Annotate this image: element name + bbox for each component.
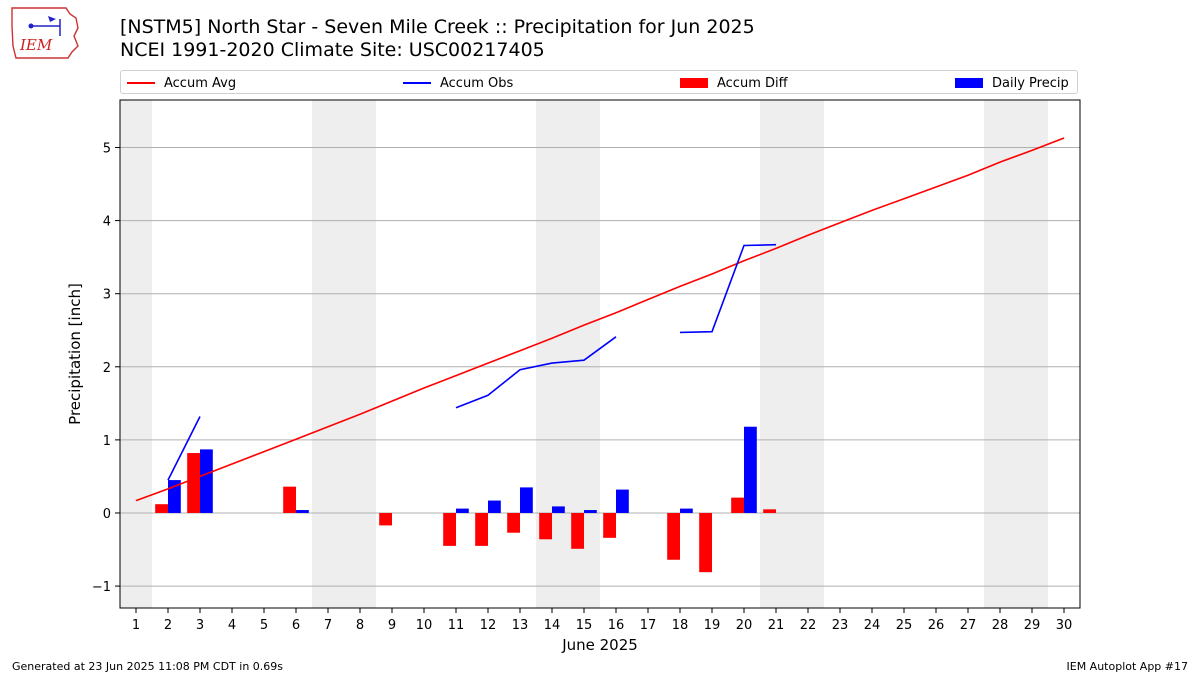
- x-tick-label: 12: [480, 618, 497, 633]
- legend-swatch-accum-avg: [127, 82, 155, 84]
- y-tick-label: 5: [103, 142, 111, 157]
- accum-obs-line: [455, 336, 617, 409]
- x-tick-label: 25: [896, 618, 913, 633]
- x-tick-label: 22: [800, 618, 817, 633]
- x-tick-label: 10: [416, 618, 433, 633]
- x-tick-label: 29: [1024, 618, 1041, 633]
- y-tick-label: 2: [103, 361, 111, 376]
- x-tick-label: 18: [672, 618, 689, 633]
- x-tick-label: 28: [992, 618, 1009, 633]
- legend-label-accum-avg: Accum Avg: [164, 75, 237, 91]
- accum-diff-bar: [379, 512, 392, 526]
- y-tick-label: 3: [103, 288, 111, 303]
- x-tick-label: 27: [960, 618, 977, 633]
- x-tick-label: 14: [544, 618, 561, 633]
- daily-precip-bar: [296, 510, 309, 513]
- x-tick-label: 5: [260, 618, 268, 633]
- daily-precip-bar: [200, 449, 213, 513]
- daily-precip-bar: [552, 506, 565, 513]
- legend: Accum Avg Accum Obs Accum Diff Daily Pre…: [120, 70, 1078, 94]
- x-tick-label: 2: [164, 618, 172, 633]
- x-tick-label: 3: [196, 618, 204, 633]
- weekend-shade: [984, 100, 1016, 608]
- iem-logo: IEM: [11, 7, 79, 59]
- y-tick-label: 4: [103, 215, 111, 230]
- y-tick-label: 0: [103, 507, 111, 522]
- accum-diff-bar: [187, 453, 200, 513]
- accum-diff-bar: [571, 512, 584, 549]
- svg-text:IEM: IEM: [19, 36, 53, 54]
- x-tick-label: 26: [928, 618, 945, 633]
- weekend-shade: [344, 100, 376, 608]
- x-tick-label: 23: [832, 618, 849, 633]
- x-tick-label: 20: [736, 618, 753, 633]
- y-axis-label: Precipitation [inch]: [66, 283, 84, 425]
- x-axis-label: June 2025: [561, 636, 638, 654]
- x-tick-label: 17: [640, 618, 657, 633]
- plot-frame: [119, 99, 1081, 609]
- accum-diff-bar: [603, 512, 616, 538]
- x-tick-label: 24: [864, 618, 881, 633]
- legend-item-accum-avg: Accum Avg: [127, 74, 236, 92]
- legend-swatch-daily-precip: [955, 78, 983, 88]
- accum-diff-bar: [667, 512, 680, 560]
- daily-precip-bar: [456, 508, 469, 513]
- chart-title-line1: [NSTM5] North Star - Seven Mile Creek ::…: [120, 16, 755, 38]
- x-tick-label: 1: [132, 618, 140, 633]
- chart-subtitle: NCEI 1991-2020 Climate Site: USC00217405: [120, 39, 545, 61]
- x-tick-label: 16: [608, 618, 625, 633]
- weekend-shade: [760, 100, 792, 608]
- x-tick-label: 6: [292, 618, 300, 633]
- x-tick-label: 13: [512, 618, 529, 633]
- legend-item-accum-obs: Accum Obs: [403, 74, 513, 92]
- x-tick-label: 9: [388, 618, 396, 633]
- x-tick-label: 4: [228, 618, 236, 633]
- accum-diff-bar: [443, 512, 456, 546]
- footer-app-label: IEM Autoplot App #17: [1066, 660, 1189, 673]
- x-tick-label: 11: [448, 618, 465, 633]
- daily-precip-bar: [584, 510, 597, 513]
- accum-obs-line: [679, 243, 777, 334]
- legend-swatch-accum-diff: [680, 78, 708, 88]
- legend-item-daily-precip: Daily Precip: [955, 74, 1069, 92]
- weekend-shade: [1016, 100, 1048, 608]
- daily-precip-bar: [520, 487, 533, 513]
- x-tick-label: 21: [768, 618, 785, 633]
- chart-title: [NSTM5] North Star - Seven Mile Creek ::…: [120, 16, 755, 62]
- x-tick-label: 15: [576, 618, 593, 633]
- weekend-shade: [312, 100, 344, 608]
- accum-diff-bar: [731, 497, 744, 513]
- daily-precip-bar: [488, 500, 501, 513]
- accum-diff-bar: [155, 504, 168, 513]
- accum-diff-bar: [507, 512, 520, 533]
- daily-precip-bar: [744, 426, 757, 513]
- accum-diff-bar: [699, 512, 712, 573]
- accum-diff-bar: [539, 512, 552, 540]
- accum-obs-line: [167, 416, 201, 481]
- y-tick-label: 1: [103, 434, 111, 449]
- weekend-shade: [792, 100, 824, 608]
- accum-diff-bar: [475, 512, 488, 546]
- x-tick-label: 30: [1056, 618, 1073, 633]
- footer-generated-text: Generated at 23 Jun 2025 11:08 PM CDT in…: [12, 660, 284, 673]
- legend-label-accum-diff: Accum Diff: [717, 75, 788, 91]
- legend-swatch-accum-obs: [403, 82, 431, 84]
- y-tick-label: −1: [92, 580, 111, 595]
- daily-precip-bar: [680, 508, 693, 513]
- weekend-shade: [120, 100, 152, 608]
- legend-label-accum-obs: Accum Obs: [440, 75, 514, 91]
- x-tick-label: 7: [324, 618, 332, 633]
- accum-avg-line: [135, 137, 1065, 502]
- x-tick-label: 8: [356, 618, 364, 633]
- daily-precip-bar: [616, 489, 629, 513]
- accum-diff-bar: [283, 486, 296, 513]
- accum-diff-bar: [763, 509, 776, 513]
- legend-label-daily-precip: Daily Precip: [992, 75, 1069, 91]
- legend-item-accum-diff: Accum Diff: [680, 74, 788, 92]
- x-tick-label: 19: [704, 618, 721, 633]
